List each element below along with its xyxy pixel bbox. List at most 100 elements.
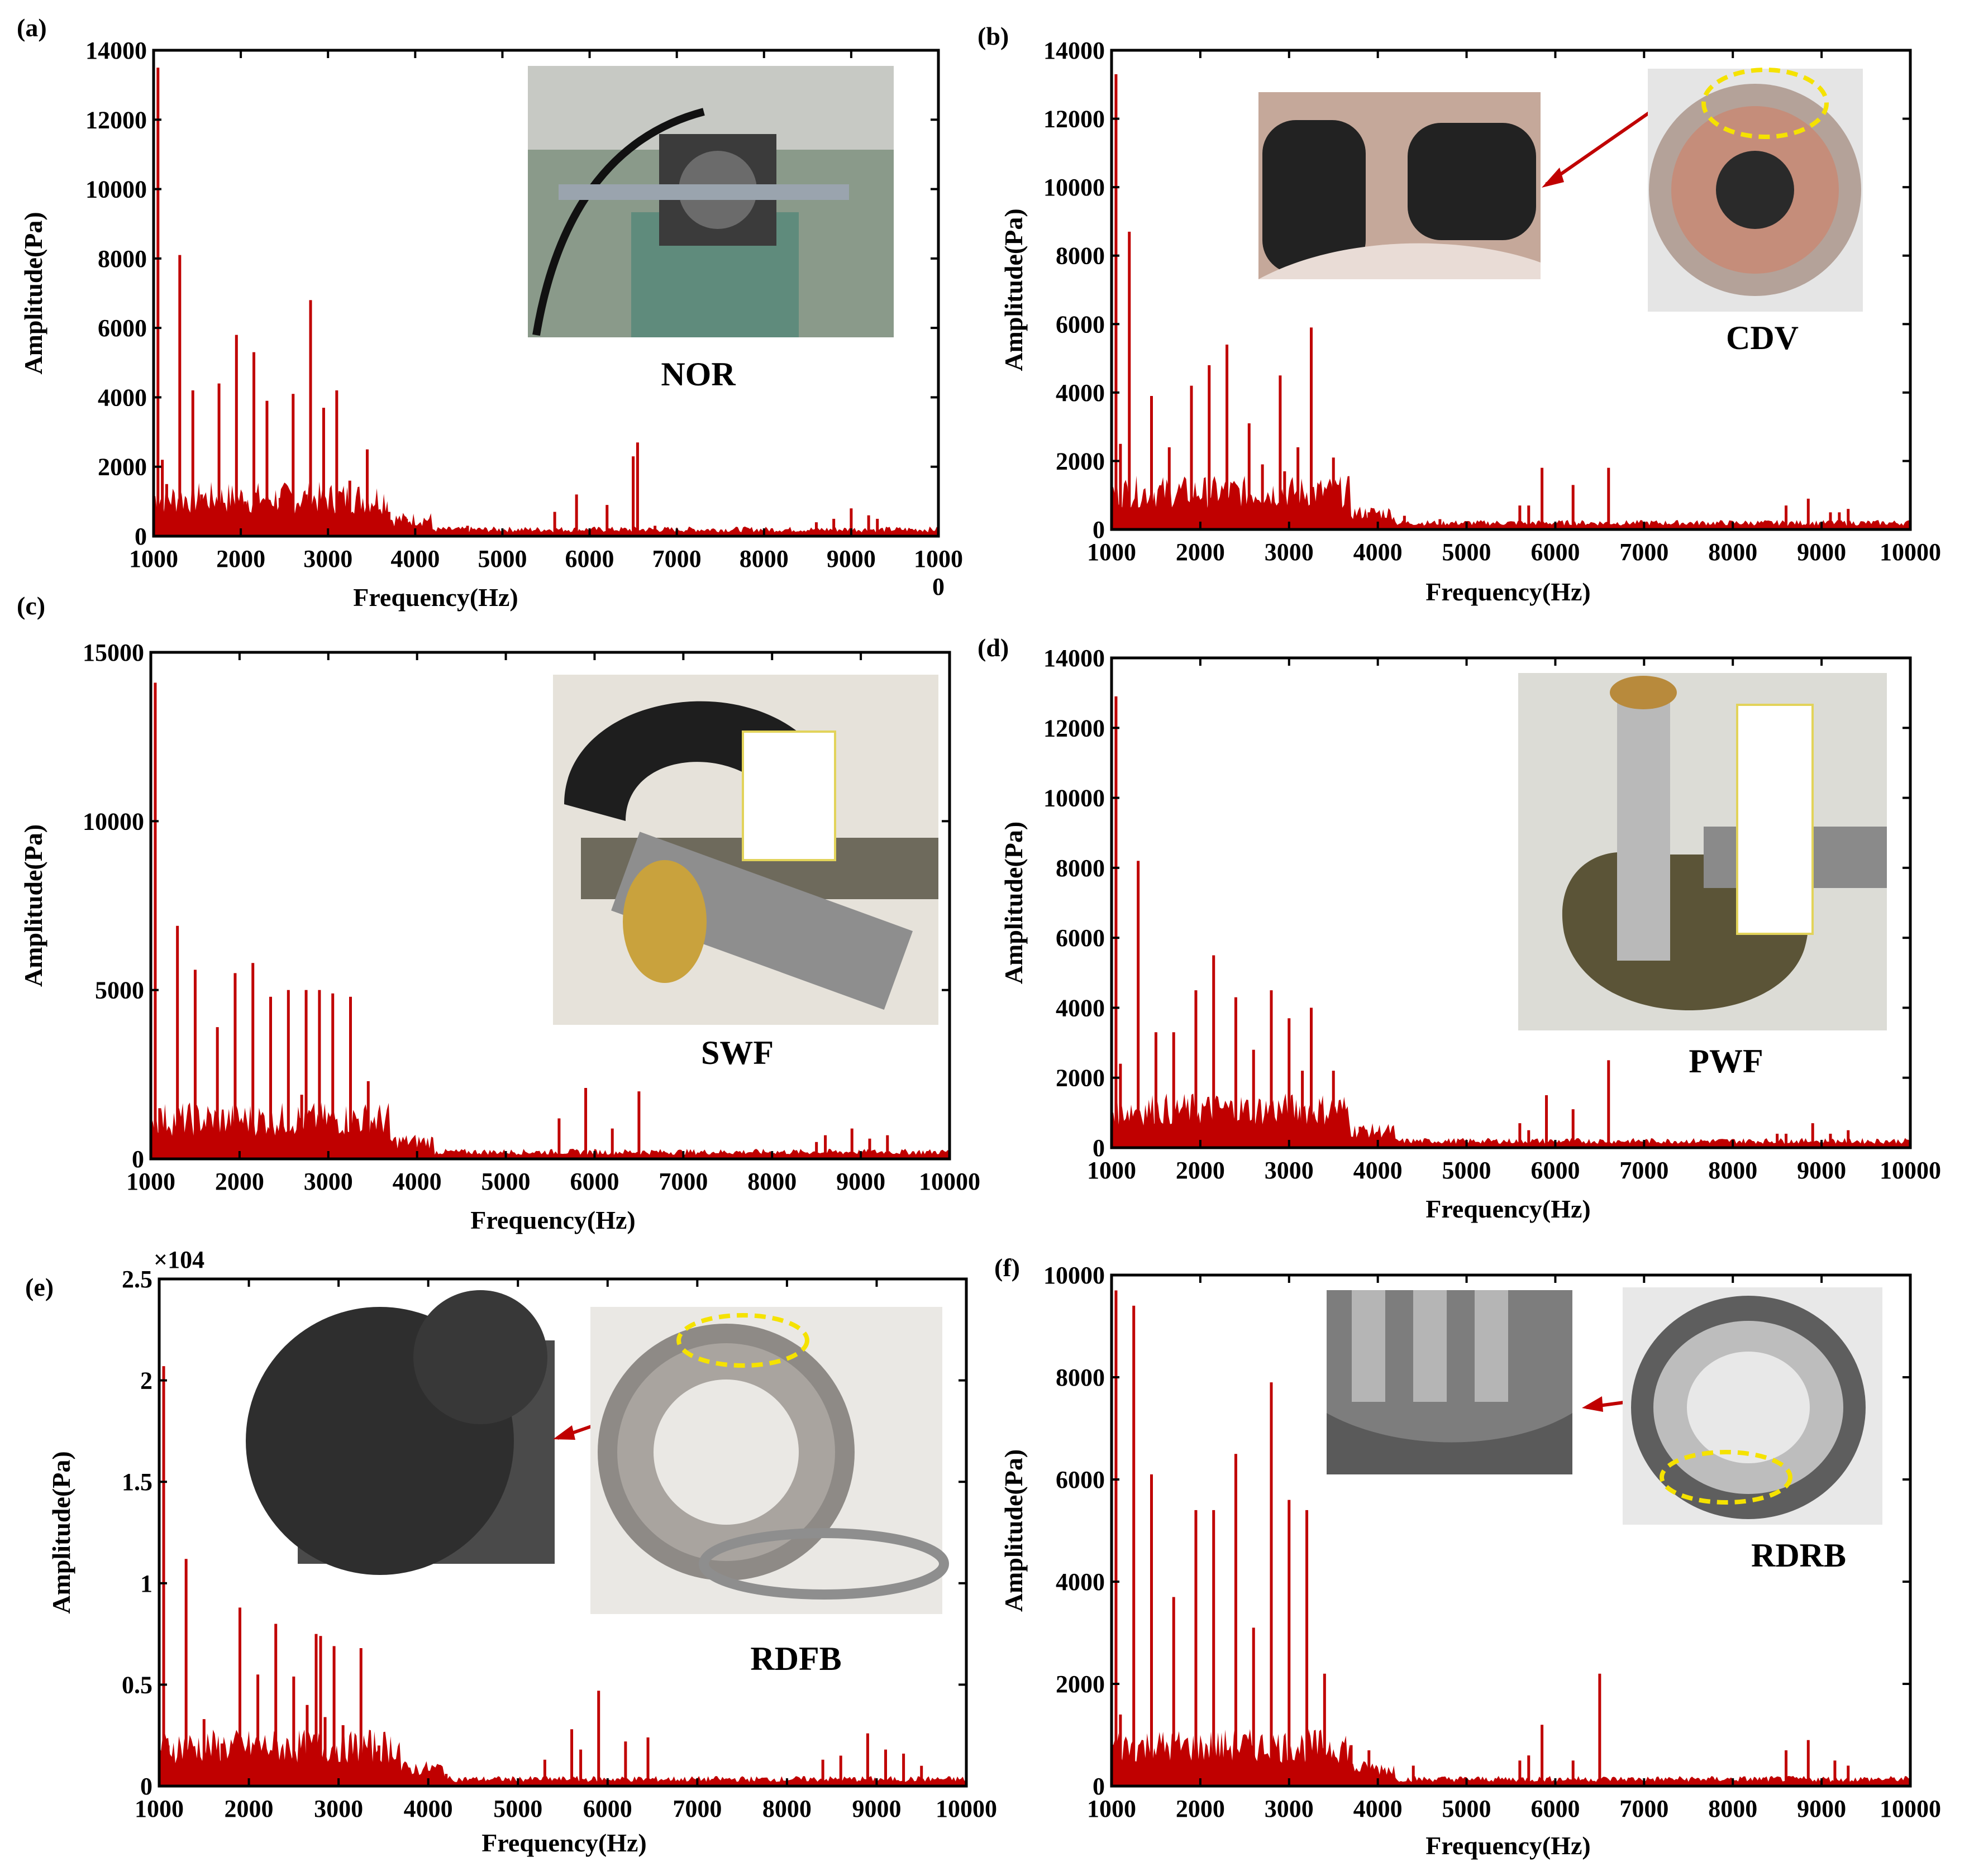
y-tick-label: 0.5 (122, 1671, 152, 1698)
plot-frame (1110, 1273, 1912, 1788)
noise-floor (1112, 1729, 1910, 1786)
x-tick-label: 5000 (493, 1795, 542, 1822)
y-tick-label: 6000 (1056, 311, 1105, 338)
x-tick-label: 2000 (1176, 1157, 1225, 1184)
x-tick-label-wrap: 0 (932, 573, 945, 600)
y-tick-label: 14000 (1043, 37, 1105, 64)
x-tick-label: 10000 (936, 1795, 997, 1822)
panel-label: (e) (25, 1273, 54, 1301)
cdv-arrow (1545, 110, 1652, 186)
y-tick-label: 2000 (1056, 1670, 1105, 1698)
condition-label: SWF (701, 1034, 774, 1071)
x-tick-label: 5000 (478, 545, 527, 572)
x-tick-label: 8000 (740, 545, 789, 572)
rdrb-bearing-photo (1623, 1287, 1882, 1525)
y-tick-label: 0 (140, 1773, 152, 1800)
noise-floor (159, 1729, 966, 1786)
x-tick-label: 3000 (314, 1795, 363, 1822)
y-tick-label: 4000 (98, 384, 147, 411)
x-tick-label: 10000 (1880, 538, 1941, 566)
y-axis-title: Amplitude(Pa) (999, 208, 1028, 371)
x-tick-label: 6000 (1530, 1157, 1580, 1184)
x-tick-label: 8000 (762, 1795, 812, 1822)
x-tick-label: 7000 (1619, 538, 1668, 566)
x-axis-title: Frequency(Hz) (1425, 1831, 1591, 1860)
y-tick-label: 8000 (1056, 242, 1105, 270)
x-tick-label: 10000 (919, 1168, 980, 1195)
x-tick-label: 6000 (565, 545, 614, 572)
x-tick-label: 2000 (1176, 538, 1225, 566)
condition-label: NOR (661, 356, 736, 393)
x-tick-label: 9000 (1797, 1157, 1846, 1184)
y-tick-label: 12000 (1043, 106, 1105, 133)
x-tick-label: 9000 (827, 545, 876, 572)
pwf-photo (1518, 673, 1887, 1030)
x-tick-label: 3000 (1265, 538, 1314, 566)
y-tick-label: 14000 (1043, 645, 1105, 672)
y-tick-label: 4000 (1056, 379, 1105, 407)
x-tick-label: 7000 (652, 545, 702, 572)
rdrb-zoom-photo (1327, 1290, 1572, 1474)
plot-frame (1110, 49, 1912, 531)
panel-3: 0 2000 4000 6000 8000 10000 12000 14000 1000 2000… (978, 633, 1941, 1223)
x-tick-label: 6000 (583, 1795, 632, 1822)
x-tick-label: 9000 (852, 1795, 901, 1822)
plot-frame (149, 651, 951, 1161)
y-axis-title: Amplitude(Pa) (47, 1451, 75, 1614)
panel-5: 0 2000 4000 6000 8000 10000 1000 2000 3000 4000 50… (994, 1253, 1941, 1860)
y-tick-label: 8000 (1056, 1364, 1105, 1391)
x-tick-label: 7000 (659, 1168, 708, 1195)
y-tick-label: 2000 (98, 454, 147, 481)
x-tick-label: 9000 (836, 1168, 885, 1195)
y-tick-label: 8000 (98, 245, 147, 273)
y-tick-label: 0 (1093, 1134, 1105, 1162)
y-tick-label: 14000 (85, 37, 147, 64)
x-tick-label: 1000 (1087, 1795, 1136, 1822)
cdv-zoom-photo (1258, 92, 1541, 279)
y-tick-label: 1 (140, 1570, 152, 1597)
x-tick-label: 9000 (1797, 1795, 1846, 1822)
x-axis-title: Frequency(Hz) (1425, 1195, 1591, 1223)
y-axis-title: Amplitude(Pa) (999, 1449, 1028, 1612)
y-tick-label: 2.5 (122, 1266, 152, 1293)
x-tick-label: 5000 (1442, 538, 1491, 566)
x-tick-label: 4000 (1353, 538, 1403, 566)
condition-label: RDRB (1751, 1537, 1846, 1574)
y-tick-label: 2 (140, 1367, 152, 1395)
inset-photos (246, 66, 1887, 1614)
y-tick-label: 0 (1093, 516, 1105, 543)
x-tick-label: 8000 (747, 1168, 797, 1195)
x-axis-title: Frequency(Hz) (1425, 577, 1591, 606)
x-tick-label: 3000 (303, 545, 352, 572)
x-tick-label: 1000 (914, 545, 963, 572)
x-tick-label: 7000 (1619, 1795, 1668, 1822)
y-tick-label: 2000 (1056, 1065, 1105, 1092)
panel-label: (d) (978, 633, 1009, 662)
x-tick-label: 2000 (216, 545, 265, 572)
noise-floor (1112, 475, 1910, 529)
x-tick-label: 7000 (673, 1795, 722, 1822)
panel-label: (b) (978, 22, 1009, 50)
y-tick-label: 1.5 (122, 1468, 152, 1496)
y-tick-label: 10000 (1043, 174, 1105, 201)
rdfb-bearing-photo (590, 1307, 949, 1614)
x-axis-title: Frequency(Hz) (353, 583, 518, 612)
x-tick-label: 3000 (1265, 1795, 1314, 1822)
x-tick-label: 6000 (1530, 538, 1580, 566)
x-tick-label: 7000 (1619, 1157, 1668, 1184)
x-tick-label: 2000 (215, 1168, 264, 1195)
x-tick-label: 4000 (393, 1168, 442, 1195)
y-tick-label: 6000 (1056, 1466, 1105, 1493)
x-tick-label: 4000 (1353, 1157, 1403, 1184)
y-axis-title: Amplitude(Pa) (19, 824, 47, 987)
x-tick-label: 3000 (1265, 1157, 1314, 1184)
x-tick-label: 5000 (1442, 1157, 1491, 1184)
y-tick-label: 10000 (83, 808, 144, 835)
x-tick-label: 1000 (129, 545, 178, 572)
y-tick-label: 10000 (1043, 785, 1105, 812)
x-tick-label: 5000 (481, 1168, 531, 1195)
y-tick-label: 4000 (1056, 994, 1105, 1021)
x-tick-label: 10000 (1880, 1795, 1941, 1822)
x-tick-label: 8000 (1708, 538, 1757, 566)
